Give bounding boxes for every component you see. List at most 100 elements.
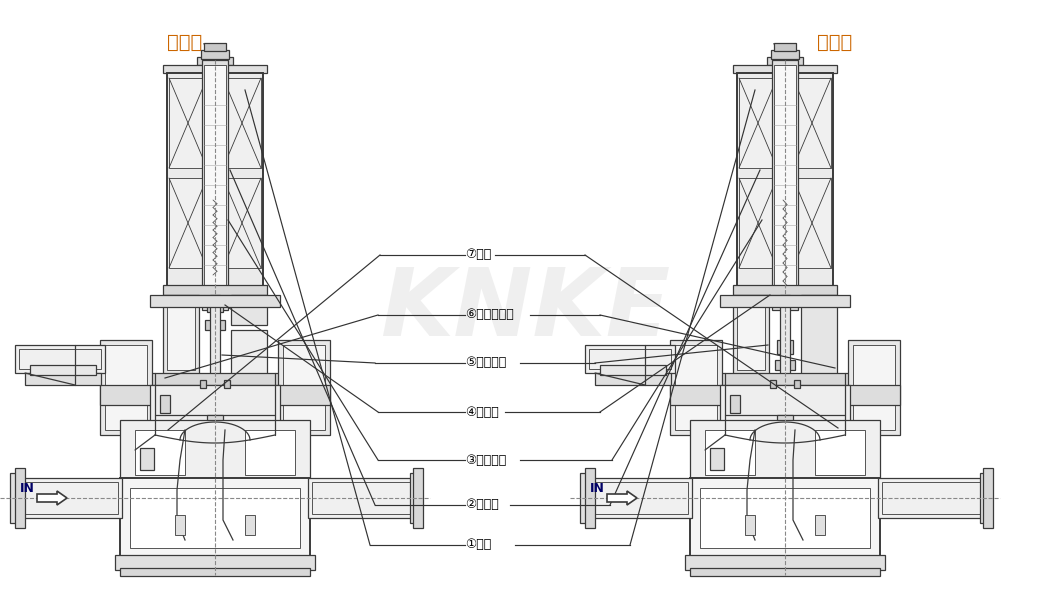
Bar <box>197 57 233 65</box>
Bar <box>120 420 310 480</box>
Bar <box>202 60 228 310</box>
Bar <box>120 478 310 558</box>
Bar <box>150 295 280 307</box>
Bar <box>848 340 900 435</box>
Bar <box>210 295 220 380</box>
Bar <box>160 395 170 413</box>
Text: 关动作: 关动作 <box>818 32 852 52</box>
Bar <box>231 330 267 375</box>
Text: ⑦膜片: ⑦膜片 <box>465 249 491 262</box>
Bar <box>730 395 740 413</box>
Bar <box>15 478 122 518</box>
Bar <box>685 555 885 570</box>
Bar <box>737 300 765 370</box>
Bar <box>585 478 692 518</box>
Bar <box>283 345 325 430</box>
Bar <box>739 178 777 268</box>
Bar <box>223 178 261 268</box>
Bar <box>853 345 895 430</box>
Bar <box>771 50 799 59</box>
Bar <box>167 73 263 293</box>
Bar <box>882 482 981 514</box>
Bar <box>100 385 152 405</box>
Bar <box>245 515 255 535</box>
Bar <box>205 320 213 330</box>
Bar <box>691 568 880 576</box>
Bar <box>733 295 769 375</box>
Bar <box>775 360 783 370</box>
Bar <box>224 380 230 388</box>
Text: ⑥先导取压孔: ⑥先导取压孔 <box>465 308 514 322</box>
Bar <box>413 468 423 528</box>
Bar <box>767 57 803 65</box>
Bar <box>772 60 798 310</box>
Bar <box>312 482 411 514</box>
Text: 开动作: 开动作 <box>167 32 203 52</box>
Bar <box>815 515 825 535</box>
Bar <box>777 340 794 354</box>
Bar <box>163 295 199 375</box>
Bar <box>135 430 185 475</box>
Bar <box>710 448 724 470</box>
Bar <box>19 482 118 514</box>
Bar <box>580 473 590 523</box>
Bar <box>150 373 280 385</box>
Bar <box>410 473 420 523</box>
Bar <box>794 78 831 168</box>
Bar <box>176 515 185 535</box>
Bar <box>167 300 195 370</box>
Bar <box>223 78 261 168</box>
Bar <box>745 515 755 535</box>
Bar <box>878 478 985 518</box>
Bar <box>774 43 796 51</box>
Bar <box>115 555 315 570</box>
Bar <box>15 468 25 528</box>
Text: ⑤先导阀孔: ⑤先导阀孔 <box>465 356 507 370</box>
Bar <box>130 488 300 548</box>
Bar <box>739 78 777 168</box>
Bar <box>669 340 722 435</box>
Bar <box>200 380 206 388</box>
Bar <box>25 373 101 385</box>
Bar <box>669 385 722 405</box>
Bar <box>231 295 267 325</box>
Bar <box>780 295 790 380</box>
Bar <box>589 349 671 369</box>
Bar <box>585 468 595 528</box>
Bar <box>848 385 900 405</box>
Bar <box>720 295 850 307</box>
Bar <box>308 478 415 518</box>
Bar <box>700 488 870 548</box>
Bar <box>169 178 207 268</box>
Bar <box>770 380 776 388</box>
Text: KNKE: KNKE <box>380 264 671 356</box>
Bar <box>19 349 101 369</box>
Text: ①线圈: ①线圈 <box>465 539 491 552</box>
Text: IN: IN <box>590 483 605 495</box>
Bar <box>675 345 717 430</box>
Bar <box>105 345 147 430</box>
FancyArrow shape <box>607 491 637 505</box>
Text: IN: IN <box>20 483 35 495</box>
Bar <box>980 473 990 523</box>
Bar <box>140 448 154 470</box>
Text: ②动铁心: ②动铁心 <box>465 498 499 512</box>
Bar <box>720 373 850 385</box>
Bar <box>691 478 880 558</box>
Bar <box>279 340 330 435</box>
Bar <box>163 65 267 73</box>
Bar <box>794 380 800 388</box>
Bar <box>120 568 310 576</box>
Bar <box>815 430 865 475</box>
Bar <box>217 320 225 330</box>
Bar <box>774 65 796 305</box>
Bar <box>983 468 993 528</box>
Bar <box>787 360 795 370</box>
FancyArrow shape <box>37 491 67 505</box>
Bar <box>794 178 831 268</box>
Bar <box>589 482 688 514</box>
Bar <box>245 430 295 475</box>
Bar <box>720 385 850 445</box>
Bar <box>11 473 20 523</box>
Bar <box>204 65 226 305</box>
